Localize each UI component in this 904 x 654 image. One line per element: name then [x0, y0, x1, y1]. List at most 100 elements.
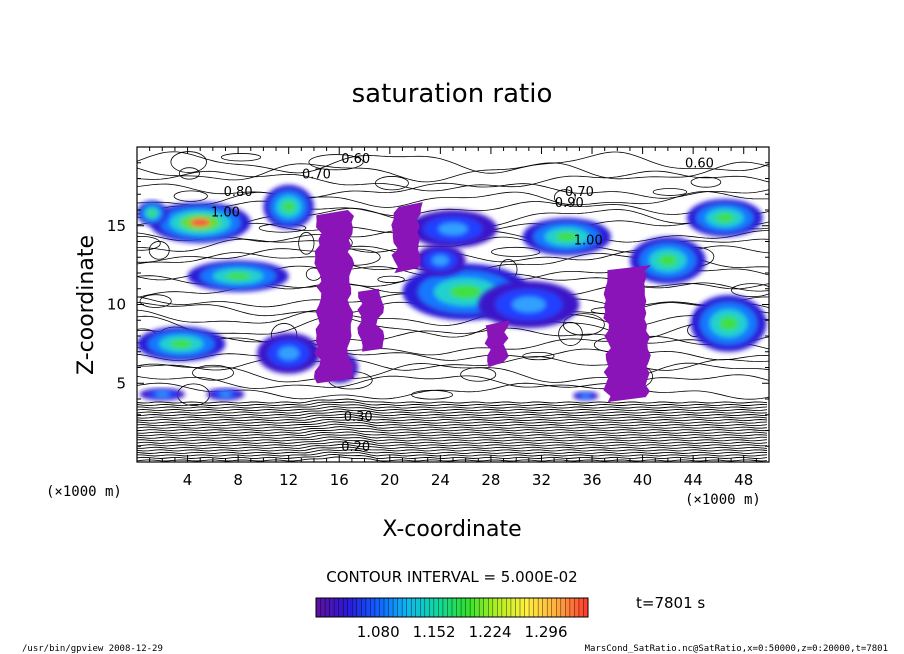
contour-line	[137, 335, 769, 356]
contour-loop	[377, 275, 405, 284]
purple-column	[357, 288, 385, 352]
x-tick-label: 4	[183, 471, 193, 489]
contour-line	[137, 182, 769, 199]
colorbar-cell	[497, 598, 503, 617]
chart-title: saturation ratio	[352, 79, 553, 109]
colorbar-cell	[393, 598, 399, 617]
contour-label: 0.90	[555, 196, 584, 211]
contour-loop	[137, 235, 161, 251]
colorbar-cell	[320, 598, 326, 617]
contour-loop	[652, 188, 688, 196]
y-axis: 5 10 15	[107, 162, 769, 447]
contour-line	[137, 382, 769, 400]
contour-labels: 0.600.700.801.000.600.700.901.000.300.20	[211, 152, 714, 455]
stable-contour-line	[137, 451, 768, 457]
contour-loop	[460, 367, 497, 382]
contour-line	[137, 151, 769, 174]
contour-loop	[148, 241, 170, 260]
colorbar-cell	[501, 598, 507, 617]
colorbar-labels: 1.080 1.152 1.224 1.296	[357, 623, 568, 641]
stable-contour-line	[137, 431, 768, 437]
contour-interval: CONTOUR INTERVAL = 5.000E-02	[326, 568, 577, 586]
stable-contour-line	[137, 426, 768, 432]
stable-contour-line	[137, 411, 768, 417]
contour-loop	[491, 246, 541, 257]
colorbar-cell	[334, 598, 340, 617]
x-tick-label: 32	[532, 471, 551, 489]
colorbar-cell	[388, 598, 394, 617]
stable-contour-line	[137, 443, 768, 449]
saturation-region	[408, 210, 498, 248]
stable-contour-line	[137, 413, 768, 419]
stable-contour-line	[137, 446, 768, 452]
colorbar-cell	[529, 598, 535, 617]
x-axis-label: X-coordinate	[382, 517, 521, 542]
contour-line	[137, 200, 769, 217]
purple-column	[391, 202, 423, 273]
contour-loop	[731, 283, 769, 298]
colorbar-cell	[329, 598, 335, 617]
contour-label: 0.60	[685, 156, 714, 171]
stable-contour-line	[137, 416, 768, 422]
time-label: t=7801 s	[636, 594, 705, 612]
colorbar-cell	[424, 598, 430, 617]
colorbar-cell	[569, 598, 575, 617]
stable-contour-line	[137, 436, 768, 442]
contour-label: 0.20	[341, 440, 370, 455]
colorbar-cell	[488, 598, 494, 617]
x-tick-label: 44	[684, 471, 703, 489]
x-tick-label: 20	[380, 471, 399, 489]
contour-loop	[173, 190, 208, 202]
contour-loop	[178, 167, 200, 180]
contour-label: 0.70	[565, 185, 594, 200]
saturation-region	[137, 326, 226, 362]
colorbar-label: 1.224	[469, 623, 512, 641]
y-tick-label: 5	[116, 374, 126, 392]
contour-label: 1.00	[211, 205, 240, 220]
contour-loop	[308, 154, 364, 171]
colorbar-cell	[402, 598, 408, 617]
saturation-fill-regions	[137, 184, 767, 401]
colorbar-cell	[538, 598, 544, 617]
x-tick-label: 24	[431, 471, 450, 489]
stable-contour-line	[137, 401, 768, 407]
colorbar-cell	[420, 598, 426, 617]
contour-line	[137, 356, 769, 371]
contour-line	[137, 362, 769, 383]
stable-contour-line	[137, 453, 768, 459]
saturation-region	[629, 236, 706, 285]
contour-loop	[554, 189, 576, 206]
stable-contour-line	[137, 456, 768, 462]
saturation-region	[263, 184, 314, 229]
colorbar-cell	[583, 598, 589, 617]
colorbar-cell	[492, 598, 498, 617]
contour-line	[137, 348, 769, 361]
stable-contour-line	[137, 406, 768, 412]
contour-line	[137, 161, 769, 183]
contour-line	[137, 309, 769, 327]
contour-loop	[220, 153, 262, 162]
colorbar-cell	[479, 598, 485, 617]
y-tick-label: 15	[107, 217, 126, 235]
colorbar-cell	[415, 598, 421, 617]
supersaturated-columns	[314, 202, 652, 403]
purple-column	[484, 320, 509, 368]
saturation-region	[206, 387, 245, 401]
contour-loop	[522, 352, 555, 361]
x-unit-left: (×1000 m)	[46, 484, 122, 500]
x-tick-label: 8	[233, 471, 243, 489]
colorbar-cell	[574, 598, 580, 617]
contour-line	[137, 191, 769, 208]
saturation-region	[686, 198, 763, 237]
contour-loop	[411, 389, 453, 400]
x-unit-right: (×1000 m)	[685, 492, 761, 508]
colorbar-cell	[510, 598, 516, 617]
contour-line	[137, 315, 769, 339]
contour-loop	[139, 294, 172, 308]
stable-contour-line	[137, 428, 768, 434]
stable-contour-line	[137, 398, 768, 404]
saturation-region	[257, 332, 321, 374]
contour-line	[137, 374, 769, 390]
colorbar-cell	[384, 598, 390, 617]
